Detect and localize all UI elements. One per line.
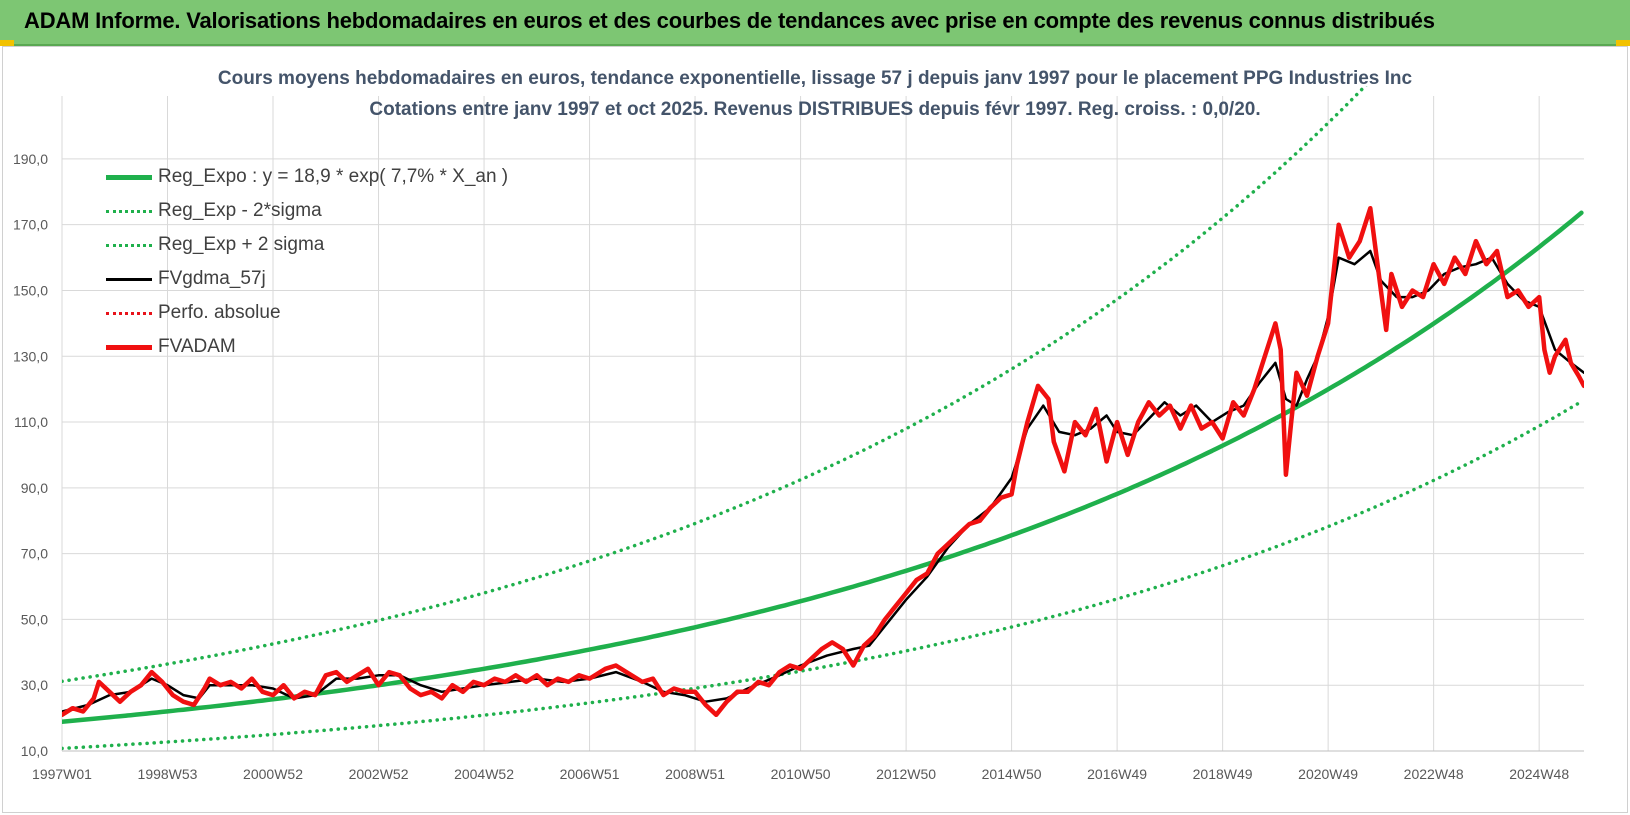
legend-swatch: [106, 243, 152, 247]
y-tick-label: 150,0: [13, 282, 48, 298]
x-tick-label: 2010W50: [771, 766, 831, 782]
legend-swatch: [106, 311, 152, 315]
y-tick-label: 30,0: [21, 677, 48, 693]
corner-marker-right: [1616, 40, 1630, 46]
legend-label: Perfo. absolue: [158, 302, 281, 323]
legend-swatch: [106, 209, 152, 213]
y-tick-label: 50,0: [21, 611, 48, 627]
y-tick-label: 130,0: [13, 348, 48, 364]
chart-frame: [2, 46, 1628, 813]
series-line-fvadam: [62, 205, 1584, 718]
x-tick-label: 2012W50: [876, 766, 936, 782]
y-tick-label: 10,0: [21, 743, 48, 759]
chart-title-line1: Cours moyens hebdomadaires en euros, ten…: [217, 68, 1413, 89]
page-title: ADAM Informe. Valorisations hebdomadaire…: [24, 8, 1435, 33]
y-tick-label: 90,0: [21, 480, 48, 496]
legend-swatch: [106, 174, 152, 180]
x-tick-label: 2014W50: [982, 766, 1042, 782]
x-tick-label: 2022W48: [1404, 766, 1464, 782]
chart-title-line2: Cotations entre janv 1997 et oct 2025. R…: [369, 99, 1261, 120]
y-tick-label: 170,0: [13, 217, 48, 233]
series-line-reg-exp-2-sigma: [62, 399, 1584, 751]
x-tick-label: 2024W48: [1509, 766, 1569, 782]
legend-swatch: [106, 344, 152, 350]
legend-item: Reg_Exp - 2*sigma: [106, 194, 508, 228]
x-tick-label: 1997W01: [32, 766, 92, 782]
legend-item: FVgdma_57j: [106, 262, 508, 296]
y-tick-label: 110,0: [14, 414, 48, 430]
header-bar: ADAM Informe. Valorisations hebdomadaire…: [0, 0, 1630, 46]
x-tick-label: 2016W49: [1087, 766, 1147, 782]
legend-label: Reg_Exp - 2*sigma: [158, 200, 322, 221]
x-tick-label: 1998W53: [138, 766, 198, 782]
y-tick-label: 190,0: [13, 151, 48, 167]
x-tick-label: 2020W49: [1298, 766, 1358, 782]
legend-label: FVgdma_57j: [158, 268, 266, 289]
legend-swatch: [106, 277, 152, 281]
x-tick-label: 2008W51: [665, 766, 725, 782]
legend-item: Reg_Expo : y = 18,9 * exp( 7,7% * X_an ): [106, 160, 508, 194]
x-tick-label: 2004W52: [454, 766, 514, 782]
legend-item: FVADAM: [106, 330, 508, 364]
y-tick-label: 70,0: [21, 546, 48, 562]
x-tick-label: 2006W51: [560, 766, 620, 782]
legend-label: Reg_Exp + 2 sigma: [158, 234, 325, 255]
corner-marker-left: [0, 40, 14, 46]
legend-label: FVADAM: [158, 336, 236, 357]
x-tick-label: 2000W52: [243, 766, 303, 782]
chart-legend: Reg_Expo : y = 18,9 * exp( 7,7% * X_an )…: [106, 160, 508, 364]
legend-label: Reg_Expo : y = 18,9 * exp( 7,7% * X_an ): [158, 166, 509, 187]
legend-item: Reg_Exp + 2 sigma: [106, 228, 508, 262]
x-tick-label: 2002W52: [349, 766, 409, 782]
x-tick-label: 2018W49: [1193, 766, 1253, 782]
legend-item: Perfo. absolue: [106, 296, 508, 330]
